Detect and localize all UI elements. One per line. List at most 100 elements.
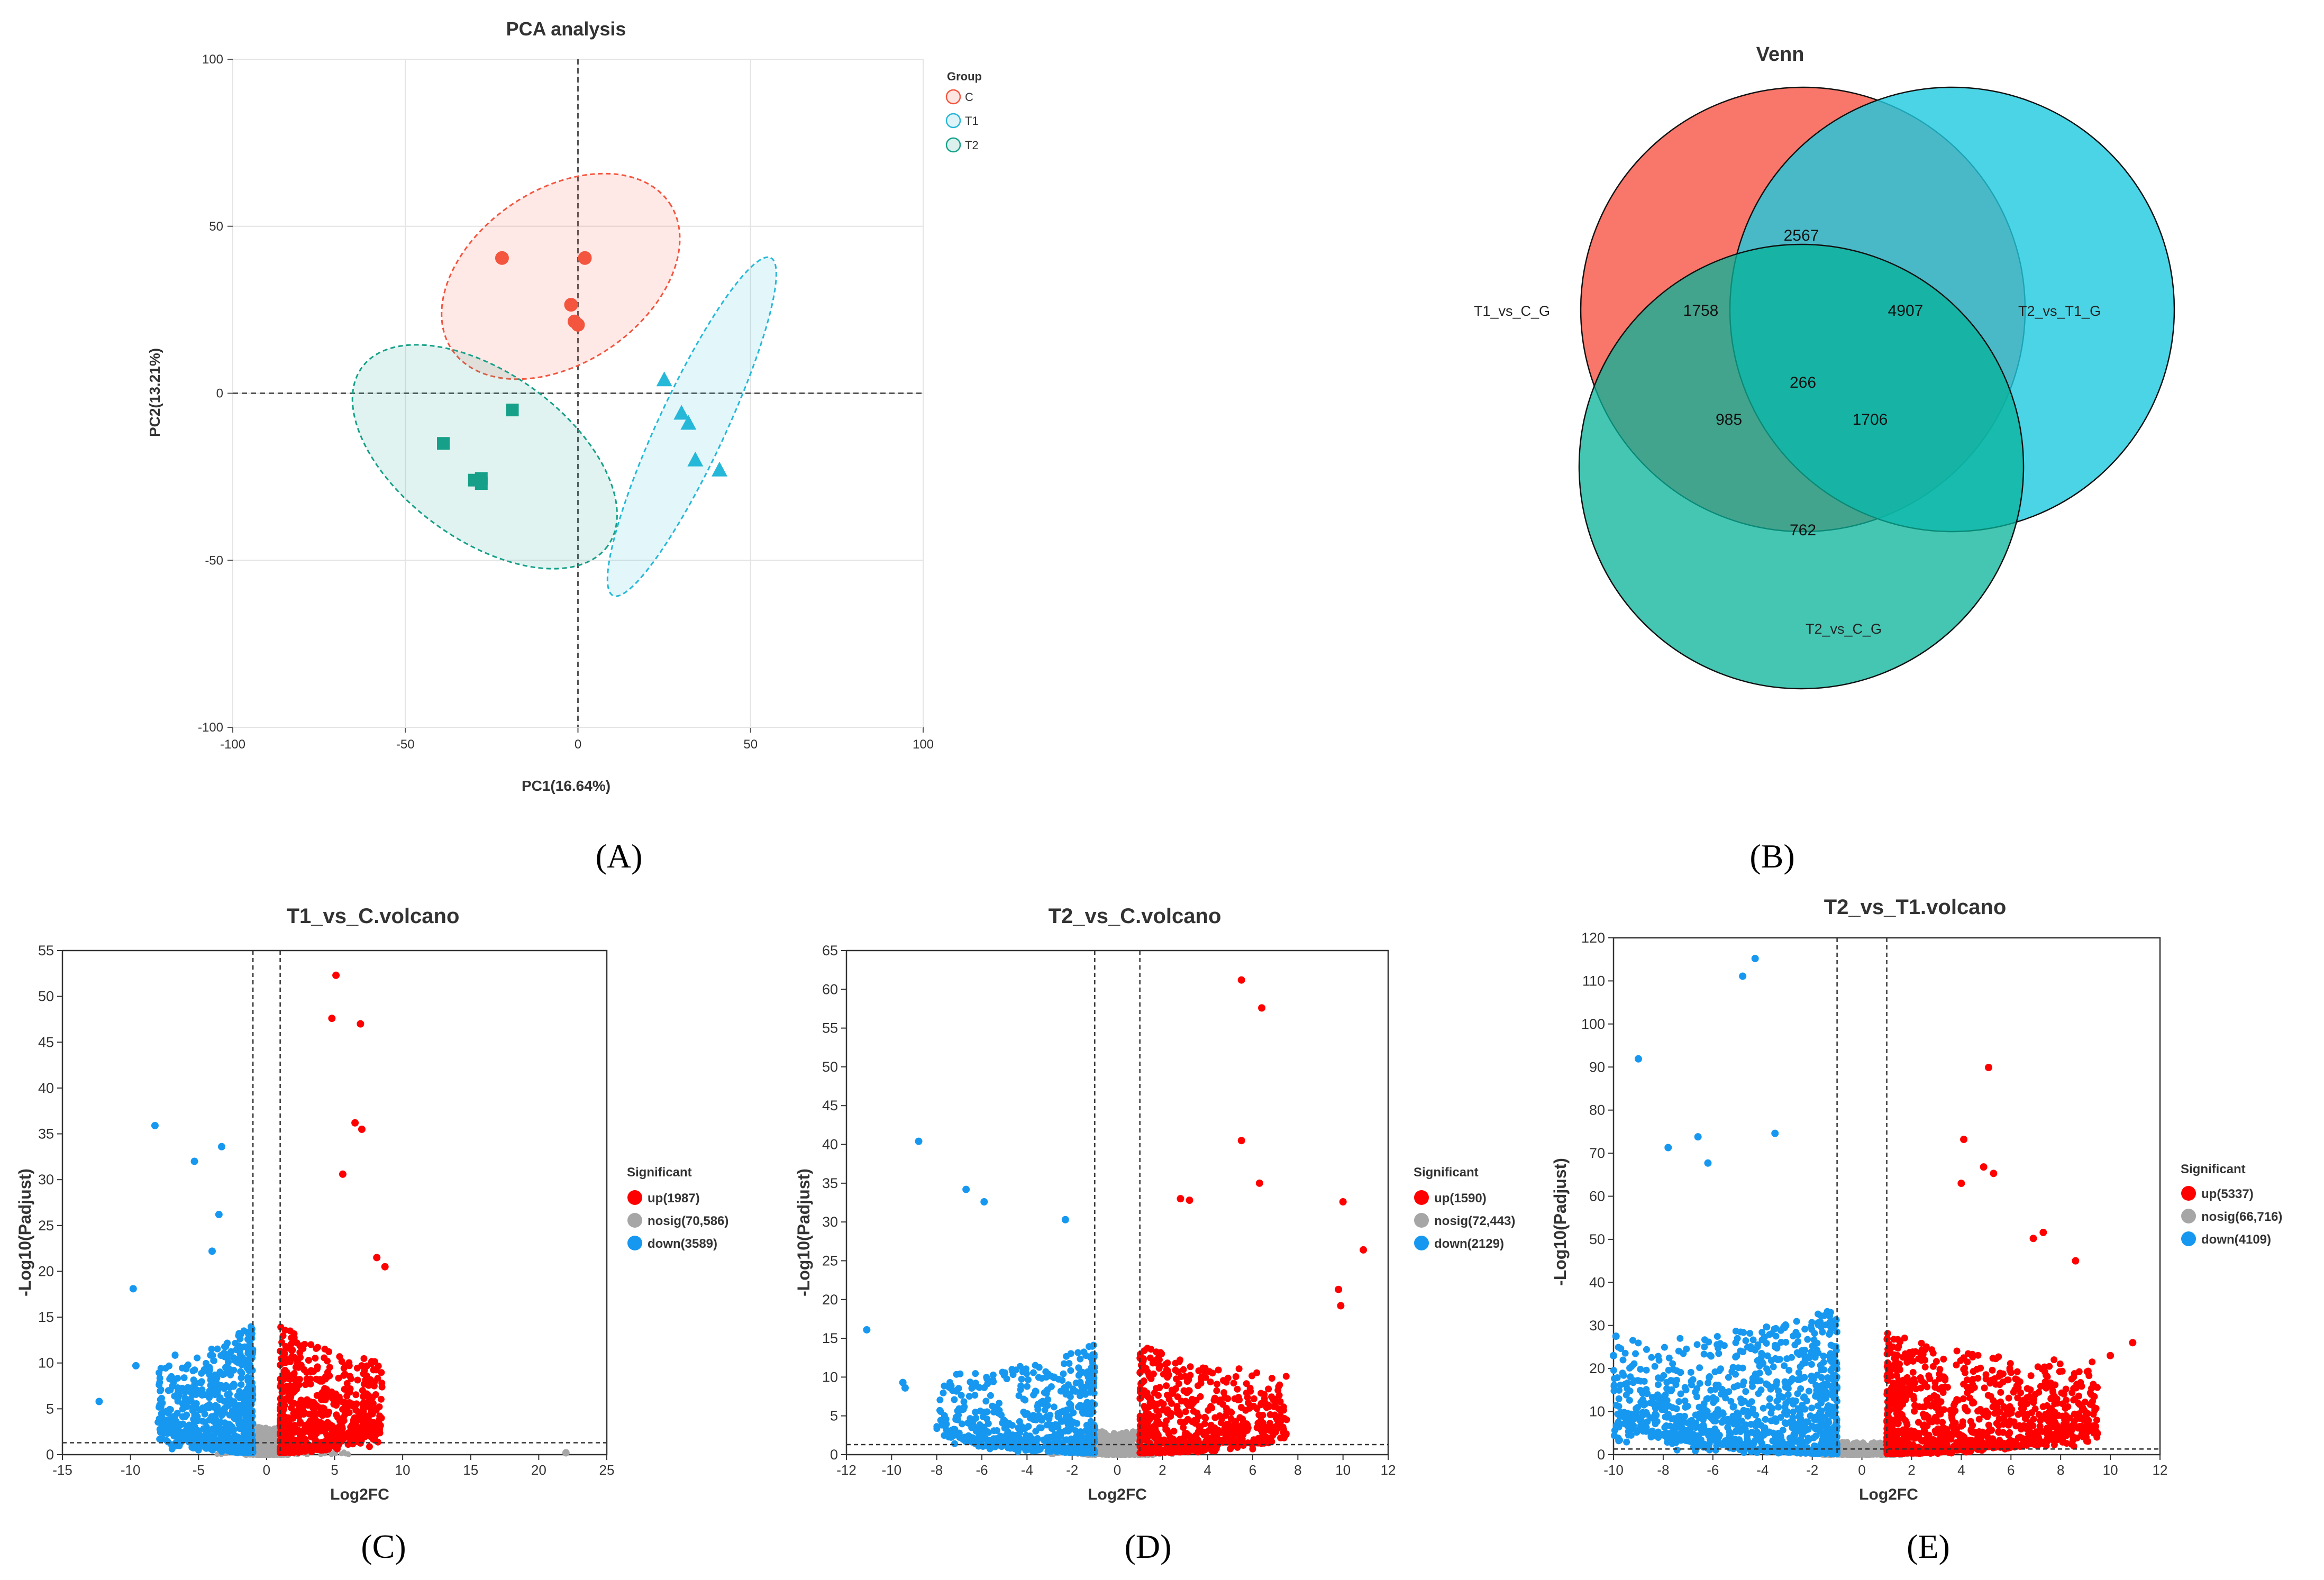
volcano-c-point-down: [205, 1440, 213, 1447]
volcano-d-y-tick-label: 60: [822, 981, 838, 997]
venn-count-all: 266: [1790, 374, 1816, 391]
volcano-d-point-up: [1149, 1401, 1156, 1409]
volcano-c-point-down: [215, 1211, 223, 1219]
volcano-c-y-tick-label: 50: [38, 989, 54, 1004]
volcano-d-point-down: [1032, 1362, 1039, 1369]
volcano-c-point-down: [206, 1366, 214, 1374]
venn-title: Venn: [1756, 43, 1804, 66]
pca-legend-item-t1: T1: [945, 113, 979, 129]
volcano-e-title: T2_vs_T1.volcano: [1824, 896, 2007, 919]
volcano-e-x-tick-label: -2: [1806, 1462, 1818, 1478]
volcano-c-legend: Significant up(1987) nosig(70,586) down(…: [627, 1165, 728, 1251]
volcano-c-point-down: [236, 1358, 244, 1365]
volcano-d-point-down: [1037, 1399, 1044, 1406]
volcano-c-y-tick-label: 30: [38, 1172, 54, 1188]
volcano-d-point-down: [951, 1396, 958, 1403]
volcano-d-point-down: [981, 1409, 989, 1416]
volcano-c-y-tick-label: 25: [38, 1218, 54, 1234]
volcano-c-point-down: [183, 1411, 190, 1419]
volcano-c-point-up: [352, 1391, 360, 1399]
volcano-d-point-down: [933, 1423, 941, 1430]
volcano-c-point-down: [157, 1429, 164, 1436]
volcano-c-point-up: [277, 1380, 285, 1387]
volcano-c-point-up: [360, 1370, 367, 1377]
volcano-c-point-down: [208, 1247, 216, 1255]
volcano-c-point-down: [165, 1387, 172, 1394]
volcano-c-point-up: [321, 1389, 328, 1396]
volcano-c-point-nosig: [214, 1451, 220, 1457]
volcano-d-point-down: [989, 1441, 997, 1449]
volcano-c-x-tick-label: 25: [599, 1462, 615, 1478]
pca-legend-swatch-c: [945, 89, 961, 105]
volcano-d-point-down: [940, 1418, 947, 1426]
volcano-c-point-up: [281, 1327, 289, 1334]
volcano-c-point-down: [171, 1351, 179, 1358]
volcano-d-point-down: [1061, 1216, 1069, 1223]
pca-legend-label-t1: T1: [965, 114, 979, 127]
volcano-d-x-tick-label: -6: [976, 1462, 988, 1478]
volcano-c-point-down: [194, 1413, 201, 1420]
volcano-d-legend-swatch-nosig: [1414, 1213, 1429, 1228]
venn-set-label-t2-vs-c: T2_vs_C_G: [1806, 621, 1882, 637]
volcano-c-point-up: [283, 1440, 290, 1448]
venn-set-label-t1-vs-c: T1_vs_C_G: [1474, 303, 1550, 319]
volcano-c-point-up: [302, 1436, 309, 1443]
volcano-d-legend-nosig: nosig(72,443): [1434, 1214, 1515, 1228]
volcano-c-point-down: [216, 1396, 223, 1403]
volcano-d-y-tick-label: 5: [830, 1408, 838, 1424]
volcano-d-point-up: [1258, 1004, 1266, 1012]
volcano-c-point-up: [378, 1369, 385, 1376]
volcano-d-point-up: [1228, 1409, 1235, 1416]
volcano-c-point-up: [328, 1015, 336, 1022]
volcano-d-point-up: [1260, 1439, 1268, 1447]
volcano-d-panel: T2_vs_C.volcano -12 -10 -8 -6 -4 -2 0 2 4 6 8 10 120…: [794, 905, 1515, 1503]
volcano-d-point-down: [987, 1392, 994, 1399]
volcano-c-point-down: [217, 1143, 225, 1150]
volcano-c-point-up: [297, 1396, 305, 1404]
volcano-d-point-up: [1269, 1431, 1277, 1439]
volcano-c-point-down: [210, 1357, 217, 1364]
volcano-d-point-up: [1268, 1393, 1275, 1401]
volcano-d-point-up: [1211, 1414, 1219, 1421]
volcano-c-point-up: [336, 1418, 343, 1425]
volcano-d-point-up: [1255, 1179, 1263, 1187]
volcano-c-point-down: [171, 1415, 179, 1423]
volcano-c-point-up: [347, 1375, 354, 1382]
volcano-c-point-down: [184, 1384, 192, 1391]
volcano-c-point-up: [307, 1380, 314, 1387]
volcano-e-point-up: [2050, 1356, 2058, 1364]
volcano-d-point-down: [976, 1384, 983, 1391]
volcano-d-point-up: [1150, 1370, 1157, 1377]
volcano-d-point-up: [1250, 1395, 1257, 1402]
volcano-c-point-up: [378, 1383, 386, 1391]
volcano-d-point-up: [1156, 1363, 1163, 1370]
volcano-e-y-tick-label: 60: [1589, 1189, 1605, 1204]
volcano-d-point-up: [1213, 1387, 1220, 1394]
volcano-c-point-down: [238, 1381, 245, 1389]
volcano-d-point-up: [1221, 1394, 1228, 1401]
volcano-c-point-down: [180, 1374, 188, 1382]
volcano-d-point-up: [1245, 1399, 1252, 1407]
volcano-c-point-down: [237, 1368, 244, 1375]
volcano-d-point-down: [1077, 1402, 1084, 1409]
volcano-d-point-down: [1064, 1425, 1071, 1432]
volcano-c-y-tick-label: 40: [38, 1080, 54, 1096]
volcano-d-y-tick-label: 20: [822, 1292, 838, 1308]
volcano-d-point-down: [1074, 1349, 1082, 1356]
pca-point-t1: [656, 371, 672, 387]
volcano-d-point-up: [1211, 1424, 1218, 1431]
volcano-c-point-up: [326, 1372, 333, 1380]
volcano-c-point-down: [156, 1436, 163, 1443]
volcano-d-point-up: [1165, 1430, 1172, 1438]
volcano-c-point-down: [163, 1430, 171, 1437]
volcano-d-point-down: [1060, 1370, 1067, 1377]
volcano-d-point-down: [993, 1427, 1000, 1434]
volcano-c-point-down: [230, 1366, 238, 1374]
volcano-d-x-tick-label: -4: [1021, 1462, 1033, 1478]
volcano-c-point-up: [330, 1395, 337, 1403]
volcano-d-point-up: [1186, 1387, 1193, 1394]
volcano-e-panel: T2_vs_T1.volcano -10 -8 -6 -4 -2 0 2 4 6 8 10 12010…: [1551, 896, 2282, 1503]
volcano-c-point-down: [156, 1415, 163, 1422]
volcano-c-point-down: [236, 1347, 243, 1354]
